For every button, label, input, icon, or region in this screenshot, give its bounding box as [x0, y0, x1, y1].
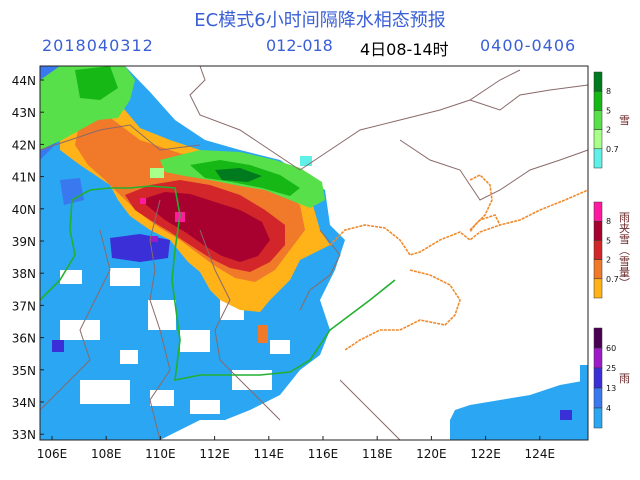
lat-label: 38N [12, 267, 36, 281]
forecast-period-local: 4日08-14时 [360, 40, 449, 59]
snow-legend-tick: 8 [606, 87, 611, 96]
lat-label: 42N [12, 138, 36, 152]
snow-legend-swatch [593, 90, 603, 111]
lat-label: 44N [12, 74, 36, 88]
lat-label: 34N [12, 396, 36, 410]
rain-legend-swatch [593, 327, 603, 349]
lat-label: 39N [12, 235, 36, 249]
yellow-river [39, 185, 396, 382]
lat-label: 35N [12, 364, 36, 378]
snow-legend-tick: 0.7 [606, 145, 619, 154]
rain-legend-tick: 4 [606, 404, 611, 413]
sleet-legend-swatch [593, 220, 603, 241]
lon-label: 106E [37, 447, 68, 461]
lat-label: 33N [12, 428, 36, 442]
snow-legend-tick: 5 [606, 106, 611, 115]
snow-legend-swatch [593, 71, 603, 92]
snow-legend-tick: 2 [606, 126, 611, 135]
lon-label: 114E [254, 447, 285, 461]
lat-label: 43N [12, 106, 36, 120]
dry-gaps [60, 268, 290, 414]
sleet-legend-tick: 0.7 [606, 275, 619, 284]
lat-label: 36N [12, 332, 36, 346]
sleet-legend-tick: 2 [606, 256, 611, 265]
sleet-legend-tick: 8 [606, 217, 611, 226]
longitude-labels: 106E 108E 110E 112E 114E 116E 118E 120E 122E 124E [37, 436, 555, 461]
rain-legend-title: 雨 [618, 373, 631, 385]
rain-legend-swatch [593, 367, 603, 389]
lon-label: 108E [91, 447, 122, 461]
coastline [329, 174, 589, 351]
rain-legend-tick: 60 [606, 344, 616, 353]
sleet-legend-swatch [593, 259, 603, 280]
map-title: EC模式6小时间隔降水相态预报 [194, 10, 446, 31]
snow-legend-swatch [593, 110, 603, 130]
precipitation-layer [40, 66, 588, 440]
rain-legend-swatch [593, 347, 603, 369]
sleet-legend-swatch [593, 201, 603, 222]
snow-legend-swatch [593, 129, 603, 150]
lon-label: 124E [525, 447, 556, 461]
sleet-legend-swatch [593, 278, 603, 299]
map-frame [39, 65, 589, 441]
lon-label: 122E [470, 447, 501, 461]
lon-label: 120E [416, 447, 447, 461]
lon-label: 116E [308, 447, 339, 461]
sleet-legend-swatch [593, 240, 603, 260]
snow-legend-swatch [593, 148, 603, 169]
lon-label: 110E [145, 447, 176, 461]
lat-label: 37N [12, 299, 36, 313]
forecast-period-utc: 0400-0406 [480, 36, 577, 55]
lon-label: 112E [199, 447, 230, 461]
forecast-steps: 012-018 [266, 36, 333, 55]
rain-legend-swatch [593, 387, 603, 409]
lon-label: 118E [362, 447, 393, 461]
rain-legend-tick: 25 [606, 364, 616, 373]
sleet-legend-tick: 5 [606, 236, 611, 245]
sleet-very-heavy [140, 192, 270, 262]
latitude-labels: 44N 43N 42N 41N 40N 39N 38N 37N 36N 35N 34N 33N [12, 74, 44, 442]
lat-label: 40N [12, 203, 36, 217]
snow-legend-title: 雪 [618, 114, 631, 126]
province-borders [39, 65, 589, 441]
lat-label: 41N [12, 171, 36, 185]
rain-legend-tick: 13 [606, 384, 616, 393]
init-time: 2018040312 [42, 36, 154, 55]
rain-legend-swatch [593, 407, 603, 429]
rain-southeast [450, 380, 588, 440]
sleet-legend-title: 雨夹雪（雪量） [618, 212, 631, 289]
